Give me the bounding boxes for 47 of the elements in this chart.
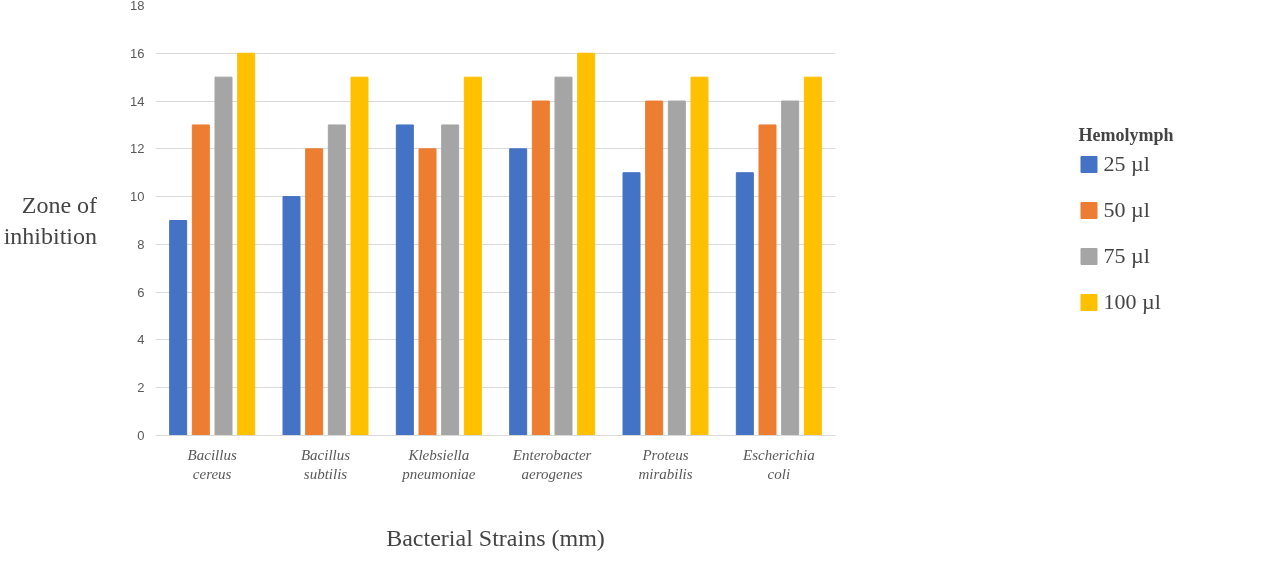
x-tick-label: Enterobacter aerogenes [511,446,592,482]
y-tick-label: 18 [130,0,145,13]
x-tick-label: Bacillus cereus [187,446,237,482]
y-tick-label: 6 [137,284,145,300]
legend-label: 75 µl [1103,243,1150,269]
bar [803,76,822,436]
x-tick-label: Klebsiella pneumoniae [401,446,476,482]
bar [690,76,709,436]
bar [781,100,800,436]
x-axis-title: Bacterial Strains (mm) [386,524,605,551]
bar [554,76,573,436]
bar [509,148,528,436]
bar [735,172,754,436]
y-tick-label: 12 [130,141,145,157]
bar [169,220,188,436]
bar [463,76,482,436]
bar [645,100,664,436]
bar [191,124,210,436]
y-axis-title: Zone of inhibition [3,191,98,250]
x-tick-label: Bacillus subtilis [300,446,351,482]
bar [441,124,460,436]
x-tick-label: Proteus mirabilis [638,446,693,482]
bar [758,124,777,436]
legend-label: 50 µl [1103,197,1150,223]
y-tick-label: 14 [130,93,145,109]
bar [214,76,233,436]
bar [667,100,686,436]
y-tick-label: 16 [130,45,145,61]
bar [327,124,346,436]
bar [577,52,596,436]
legend-title: Hemolymph [1078,125,1174,146]
legend-label: 25 µl [1103,151,1150,177]
bar [305,148,324,436]
y-tick-label: 2 [137,380,145,396]
bar [350,76,369,436]
bar [622,172,641,436]
y-tick-label: 10 [130,189,145,205]
y-tick-label: 0 [137,428,145,443]
bar [237,52,256,436]
legend-label: 100 µl [1103,289,1161,315]
x-tick-label: Escherichia coli [742,446,815,482]
y-tick-label: 4 [137,332,145,348]
bar [531,100,550,436]
y-tick-label: 8 [137,236,145,252]
bar [395,124,414,436]
bar [418,148,437,436]
bar [282,196,301,436]
